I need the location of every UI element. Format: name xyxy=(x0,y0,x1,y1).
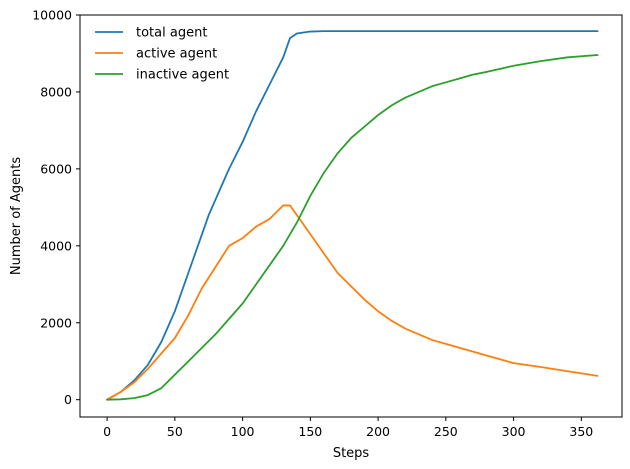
y-axis-title: Number of Agents xyxy=(9,157,24,275)
series-line-inactive-agent xyxy=(106,54,599,401)
x-tick-label: 150 xyxy=(298,424,322,439)
legend-label: inactive agent xyxy=(136,68,229,83)
y-tick-label: 6000 xyxy=(40,161,72,176)
series-layer xyxy=(106,30,599,401)
y-tick-label: 0 xyxy=(64,392,72,407)
legend: total agent active agent inactive agent xyxy=(95,26,229,83)
x-tick-label: 0 xyxy=(103,424,111,439)
y-tick-label: 10000 xyxy=(32,8,72,23)
y-tick-label: 4000 xyxy=(40,238,72,253)
x-tick-label: 200 xyxy=(366,424,390,439)
x-tick-label: 300 xyxy=(502,424,526,439)
series-line-total-agent xyxy=(106,30,599,401)
legend-label: total agent xyxy=(136,26,207,41)
axes-layer: 0 50 100 150 200 250 300 350 0 2000 4000 6000 8000 10… xyxy=(32,8,623,439)
x-axis-title: Steps xyxy=(333,446,370,461)
y-tick-label: 8000 xyxy=(40,84,72,99)
plot-frame xyxy=(79,14,623,418)
x-tick-label: 50 xyxy=(167,424,183,439)
series-line-active-agent xyxy=(106,204,599,401)
x-tick-label: 350 xyxy=(569,424,593,439)
legend-label: active agent xyxy=(136,47,217,62)
y-tick-label: 2000 xyxy=(40,315,72,330)
x-tick-label: 100 xyxy=(231,424,255,439)
x-tick-label: 250 xyxy=(434,424,458,439)
